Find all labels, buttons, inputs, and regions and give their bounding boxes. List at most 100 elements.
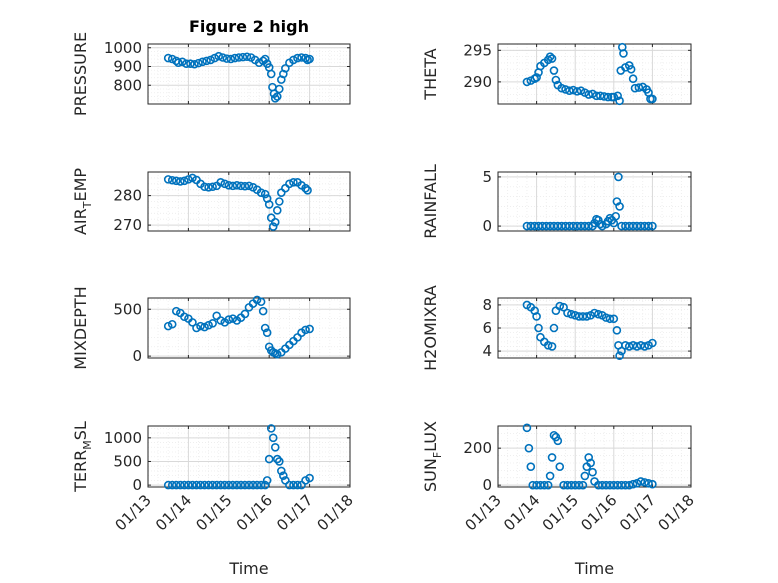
y-tick-label: 800 [113, 76, 142, 94]
data-point [534, 323, 543, 333]
data-point [590, 308, 599, 318]
data-point [258, 306, 268, 316]
data-point [615, 202, 624, 211]
data-point [640, 478, 649, 487]
y-axis-label: THETA [421, 48, 440, 100]
data-point [572, 87, 582, 96]
data-point [206, 55, 215, 65]
subplot-6: 4 6 8 H2OMIXRA [421, 285, 692, 371]
y-tick-label: 8 [482, 296, 492, 314]
data-point [200, 322, 209, 332]
data-point [584, 453, 594, 462]
y-axis-label: TERRMSL [71, 421, 94, 493]
data-point [574, 480, 584, 490]
x-tick-label: 01/14 [500, 491, 543, 534]
data-point [212, 480, 221, 490]
data-point [224, 480, 234, 490]
data-point [252, 295, 262, 305]
y-tick-label: 1000 [104, 429, 142, 447]
y-tick-label: 900 [113, 58, 142, 76]
data-point [547, 453, 557, 462]
data-point [272, 349, 282, 359]
x-tick-label: 01/18 [655, 491, 698, 534]
data-point [628, 479, 638, 489]
data-point [270, 94, 280, 103]
data-point [648, 221, 657, 231]
data-point [236, 480, 246, 490]
data-point [305, 54, 314, 64]
y-tick-label: 6 [482, 319, 492, 337]
axes-box [497, 171, 692, 232]
data-point [555, 301, 565, 311]
x-tick-label: 01/13 [462, 491, 505, 534]
data-point [272, 92, 282, 101]
data-point [272, 454, 282, 464]
data-point [609, 92, 619, 102]
data-point [242, 52, 252, 62]
y-tick-label: 200 [463, 439, 492, 457]
data-point [226, 54, 236, 64]
data-point [228, 314, 238, 323]
data-point [279, 471, 288, 480]
y-tick-label: 290 [463, 73, 492, 91]
data-point [238, 52, 248, 62]
data-point [262, 328, 272, 337]
data-point [603, 92, 613, 102]
data-point [588, 467, 597, 477]
data-series [163, 51, 314, 103]
data-point [634, 83, 644, 92]
axes-box [147, 297, 351, 359]
data-point [167, 319, 177, 329]
data-point [522, 77, 532, 87]
data-point [277, 466, 286, 476]
data-point [270, 217, 280, 227]
data-point [232, 180, 242, 190]
y-tick-label: 500 [113, 452, 142, 470]
data-point [240, 181, 250, 191]
data-point [244, 480, 254, 490]
data-series [163, 295, 314, 359]
data-point [595, 219, 605, 229]
data-point [214, 51, 223, 61]
data-point [222, 54, 232, 63]
data-point [266, 424, 276, 433]
data-point [559, 302, 568, 312]
data-point [224, 180, 234, 190]
y-axis-label: PRESSURE [71, 32, 90, 116]
data-point [174, 58, 183, 68]
data-point [180, 176, 189, 186]
data-point [220, 179, 230, 189]
data-point [578, 312, 588, 321]
data-point [240, 480, 250, 490]
data-point [285, 480, 294, 490]
data-point [640, 342, 649, 351]
y-axis-label: RAINFALL [421, 164, 440, 239]
data-point [551, 75, 561, 85]
data-point [163, 53, 173, 63]
data-point [615, 96, 624, 106]
x-tick-label: 01/17 [273, 491, 316, 534]
data-point [540, 480, 549, 490]
data-point [636, 477, 646, 486]
data-point [260, 323, 270, 333]
data-point [171, 306, 181, 316]
data-point [532, 73, 541, 82]
x-tick-label: 01/16 [233, 491, 276, 534]
data-point [256, 480, 266, 490]
data-point [545, 52, 555, 61]
data-point [293, 53, 302, 63]
data-point [260, 189, 270, 199]
data-point [167, 175, 177, 185]
data-point [198, 57, 207, 67]
data-point [232, 480, 242, 490]
x-axis-label: Time [228, 559, 268, 578]
data-point [188, 318, 197, 327]
data-point [171, 480, 181, 490]
data-point [176, 177, 185, 186]
axes-box [497, 43, 692, 105]
data-point [196, 480, 205, 490]
data-series [522, 423, 657, 490]
data-point [200, 182, 209, 192]
data-point [595, 91, 605, 101]
